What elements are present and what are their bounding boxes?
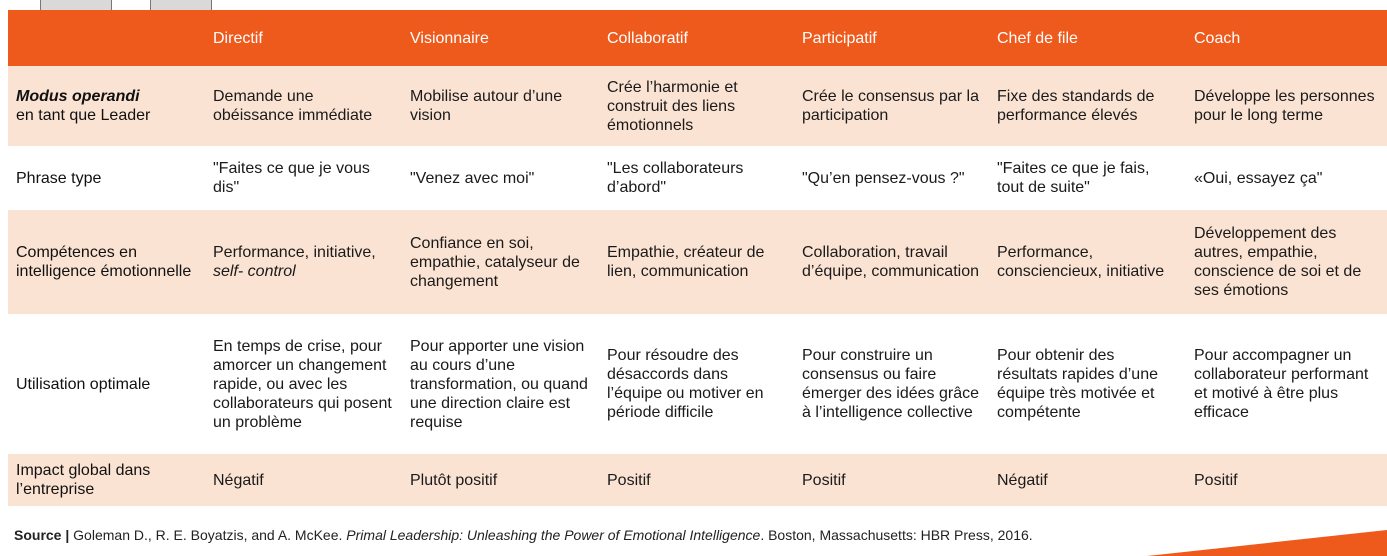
table-cell: "Faites ce que je vous dis"	[205, 152, 402, 204]
source-prefix: Source |	[14, 527, 70, 543]
table-cell: «Oui, essayez ça"	[1186, 152, 1387, 204]
header-chef-de-file: Chef de file	[989, 10, 1186, 66]
table-cell: Collaboration, travail d’équipe, communi…	[794, 210, 989, 314]
table-row-competences: Compétences en intelligence émotionnelle…	[8, 210, 1387, 314]
table-cell: Développe les personnes pour le long ter…	[1186, 66, 1387, 146]
table-cell: Négatif	[205, 454, 402, 506]
top-image-fragment	[40, 0, 230, 11]
table-cell: "Les collaborateurs d’abord"	[599, 152, 794, 204]
header-coach: Coach	[1186, 10, 1387, 66]
header-collaboratif: Collaboratif	[599, 10, 794, 66]
table-cell: Négatif	[989, 454, 1186, 506]
table-cell: Positif	[599, 454, 794, 506]
table-cell: Positif	[1186, 454, 1387, 506]
table-row-phrase-type: Phrase type "Faites ce que je vous dis" …	[8, 152, 1387, 204]
header-participatif: Participatif	[794, 10, 989, 66]
table-cell: Pour obtenir des résultats rapides d’une…	[989, 320, 1186, 448]
row-label-impact: Impact global dans l’entreprise	[8, 454, 205, 506]
table-cell: Pour construire un consensus ou faire ém…	[794, 320, 989, 448]
cell-italic-text: self- control	[213, 263, 296, 280]
table-cell: Pour accompagner un collaborateur perfor…	[1186, 320, 1387, 448]
row-label-modus-operandi: Modus operandi en tant que Leader	[8, 66, 205, 146]
table-cell: Développement des autres, empathie, cons…	[1186, 210, 1387, 314]
table-cell: Empathie, créateur de lien, communicatio…	[599, 210, 794, 314]
table-cell: "Faites ce que je fais, tout de suite"	[989, 152, 1186, 204]
table-cell: Crée l’harmonie et construit des liens é…	[599, 66, 794, 146]
header-corner	[8, 10, 205, 66]
row-label-phrase-type: Phrase type	[8, 152, 205, 204]
table-cell: Performance, consciencieux, initiative	[989, 210, 1186, 314]
row-label-utilisation: Utilisation optimale	[8, 320, 205, 448]
source-citation: Source | Goleman D., R. E. Boyatzis, and…	[14, 527, 1033, 543]
table-cell: Positif	[794, 454, 989, 506]
table-cell: Fixe des standards de performance élevés	[989, 66, 1186, 146]
cell-text: Performance, initiative,	[213, 244, 376, 261]
table-cell: Demande une obéissance immédiate	[205, 66, 402, 146]
source-publisher: . Boston, Massachusetts: HBR Press, 2016…	[760, 527, 1033, 543]
table-cell: Pour résoudre des désaccords dans l’équi…	[599, 320, 794, 448]
row-label-line1: Modus operandi	[16, 88, 140, 105]
table-cell: Mobilise autour d’une vision	[402, 66, 599, 146]
leadership-styles-table: Directif Visionnaire Collaboratif Partic…	[8, 10, 1387, 506]
header-directif: Directif	[205, 10, 402, 66]
table-row-utilisation: Utilisation optimale En temps de crise, …	[8, 320, 1387, 448]
table-cell: "Venez avec moi"	[402, 152, 599, 204]
table-cell: Plutôt positif	[402, 454, 599, 506]
table-cell: En temps de crise, pour amorcer un chang…	[205, 320, 402, 448]
table-row-impact: Impact global dans l’entreprise Négatif …	[8, 454, 1387, 506]
row-label-line2: en tant que Leader	[16, 107, 151, 124]
table-cell: Pour apporter une vision au cours d’une …	[402, 320, 599, 448]
table-header: Directif Visionnaire Collaboratif Partic…	[8, 10, 1387, 66]
header-visionnaire: Visionnaire	[402, 10, 599, 66]
source-title: Primal Leadership: Unleashing the Power …	[346, 527, 761, 543]
table-cell: "Qu’en pensez-vous ?"	[794, 152, 989, 204]
table-row-modus-operandi: Modus operandi en tant que Leader Demand…	[8, 66, 1387, 146]
corner-accent-shape	[1147, 530, 1387, 556]
table-cell: Performance, initiative, self- control	[205, 210, 402, 314]
table-cell: Confiance en soi, empathie, catalyseur d…	[402, 210, 599, 314]
source-authors: Goleman D., R. E. Boyatzis, and A. McKee…	[69, 527, 347, 543]
row-label-competences: Compétences en intelligence émotionnelle	[8, 210, 205, 314]
table-cell: Crée le consensus par la participation	[794, 66, 989, 146]
